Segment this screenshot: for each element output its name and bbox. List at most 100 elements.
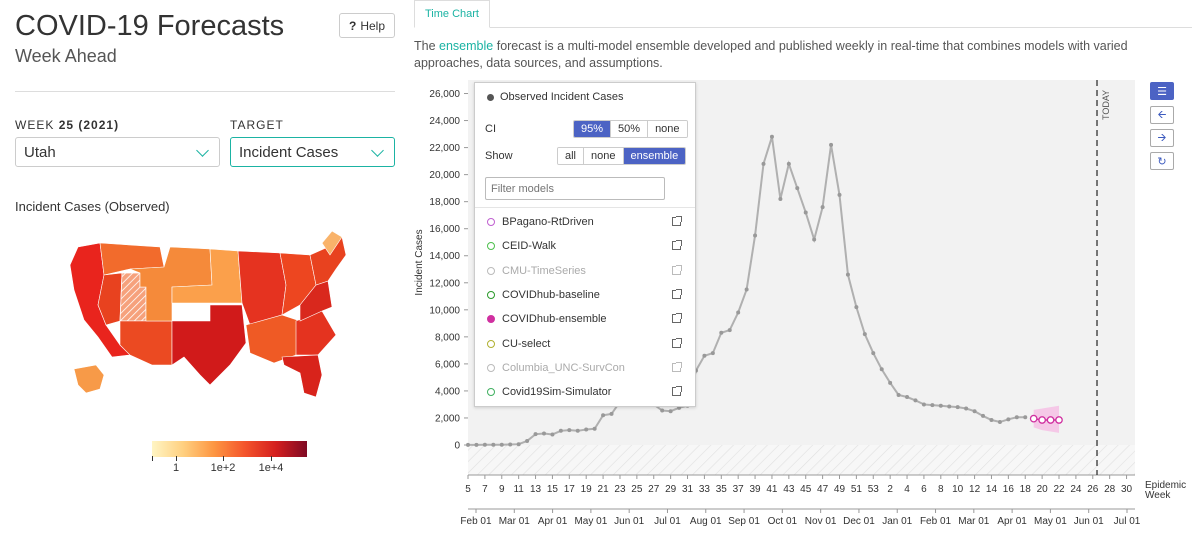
ci-none-button[interactable]: none [647, 121, 687, 137]
x-tick-label: 15 [547, 484, 559, 495]
external-link-icon[interactable] [672, 288, 682, 299]
month-tick-label: Nov 01 [805, 516, 837, 527]
forward-button[interactable]: 🡪 [1150, 129, 1174, 147]
observed-point [482, 442, 487, 447]
observed-point [550, 432, 555, 437]
observed-point [753, 233, 758, 238]
map-state-texas[interactable] [171, 304, 247, 386]
y-tick-label: 16,000 [429, 224, 460, 235]
region-select-value: Utah [24, 144, 56, 161]
model-item[interactable]: COVIDhub-baseline [487, 287, 687, 303]
month-tick-label: May 01 [574, 516, 607, 527]
model-item[interactable]: CU-select [487, 336, 687, 352]
y-tick-label: 20,000 [429, 170, 460, 181]
show-ensemble-button[interactable]: ensemble [622, 148, 686, 164]
x-tick-label: 17 [564, 484, 576, 495]
observed-point [896, 392, 901, 397]
x-tick-label: 10 [952, 484, 964, 495]
back-button[interactable]: 🡨 [1150, 106, 1174, 124]
external-link-icon[interactable] [672, 337, 682, 348]
map-state-nevada[interactable] [97, 272, 123, 326]
map-state-mountain[interactable] [129, 246, 213, 322]
external-link-icon[interactable] [672, 313, 682, 324]
colorbar-tick [152, 456, 153, 461]
observed-point [584, 427, 589, 432]
model-item[interactable]: COVIDhub-ensemble [487, 311, 687, 327]
observed-point [491, 442, 496, 447]
observed-point [981, 413, 986, 418]
observed-point [921, 402, 926, 407]
observed-point [727, 328, 732, 333]
map-state-florida[interactable] [281, 354, 323, 398]
ci-label: CI [485, 123, 496, 135]
show-all-button[interactable]: all [558, 148, 584, 164]
ensemble-link[interactable]: ensemble [439, 39, 494, 53]
model-color-icon [487, 339, 495, 348]
observed-point [947, 404, 952, 409]
arrow-left-icon: 🡨 [1157, 108, 1167, 121]
show-label: Show [485, 150, 513, 162]
ci-50-button[interactable]: 50% [610, 121, 648, 137]
observed-point [786, 161, 791, 166]
refresh-icon: ↻ [1157, 155, 1167, 168]
observed-point [601, 413, 606, 418]
us-choropleth-map [69, 230, 347, 398]
page-subtitle: Week Ahead [15, 46, 117, 66]
observed-point [719, 330, 724, 335]
filter-models-input[interactable] [485, 177, 665, 200]
external-link-icon[interactable] [672, 216, 682, 226]
x-tick-label: 31 [682, 484, 694, 495]
chevron-down-icon [371, 144, 384, 157]
x-tick-label: 19 [581, 484, 593, 495]
observed-point [761, 161, 766, 166]
map-state-alaska[interactable] [73, 364, 105, 394]
model-item[interactable]: Columbia_UNC-SurvCon [487, 360, 687, 376]
month-tick-label: Mar 01 [499, 516, 531, 527]
ensemble-point [1038, 416, 1046, 424]
x-tick-label: 4 [904, 484, 910, 495]
menu-button[interactable]: ☰ [1150, 82, 1174, 100]
x-axis-label: Week [1145, 490, 1171, 501]
observed-point [592, 426, 597, 431]
observed-point [845, 272, 850, 277]
y-tick-label: 2,000 [435, 413, 460, 424]
x-tick-label: 18 [1020, 484, 1032, 495]
model-item[interactable]: BPagano-RtDriven [487, 214, 687, 230]
refresh-button[interactable]: ↻ [1150, 152, 1174, 170]
map-title: Incident Cases (Observed) [15, 199, 170, 214]
observed-point [525, 438, 530, 443]
ensemble-point [1046, 416, 1055, 424]
external-link-icon[interactable] [672, 361, 682, 372]
region-select[interactable]: Utah [15, 137, 220, 167]
y-tick-label: 0 [454, 441, 460, 452]
external-link-icon[interactable] [672, 240, 682, 251]
legend-observed[interactable]: Observed Incident Cases [487, 91, 624, 103]
y-tick-label: 26,000 [429, 89, 460, 100]
observed-point [499, 442, 504, 447]
tab-time-chart[interactable]: Time Chart [414, 0, 490, 28]
help-button[interactable]: ? Help [339, 13, 395, 38]
observed-dot-icon [487, 93, 494, 101]
map-state-midwest[interactable] [237, 250, 287, 326]
description-text: forecast is a multi-model ensemble devel… [414, 39, 1128, 70]
external-link-icon[interactable] [672, 386, 682, 397]
y-tick-label: 22,000 [429, 143, 460, 154]
model-item[interactable]: CEID-Walk [487, 238, 687, 254]
map-state-southwest[interactable] [119, 320, 173, 366]
observed-point [575, 428, 580, 433]
observed-point [744, 287, 749, 292]
show-none-button[interactable]: none [583, 148, 623, 164]
map-state-new-england[interactable] [321, 230, 343, 256]
target-select[interactable]: Incident Cases [230, 137, 395, 167]
month-tick-label: Oct 01 [768, 516, 798, 527]
ci-95-button[interactable]: 95% [574, 121, 611, 137]
y-tick-label: 12,000 [429, 278, 460, 289]
model-name: CMU-TimeSeries [502, 264, 586, 277]
external-link-icon[interactable] [672, 264, 682, 275]
model-item[interactable]: Covid19Sim-Simulator [487, 384, 687, 400]
x-tick-label: 5 [465, 484, 471, 495]
observed-point [862, 332, 867, 337]
model-item[interactable]: CMU-TimeSeries [487, 263, 687, 279]
week-value: 25 [58, 118, 75, 132]
chevron-down-icon [196, 144, 209, 157]
